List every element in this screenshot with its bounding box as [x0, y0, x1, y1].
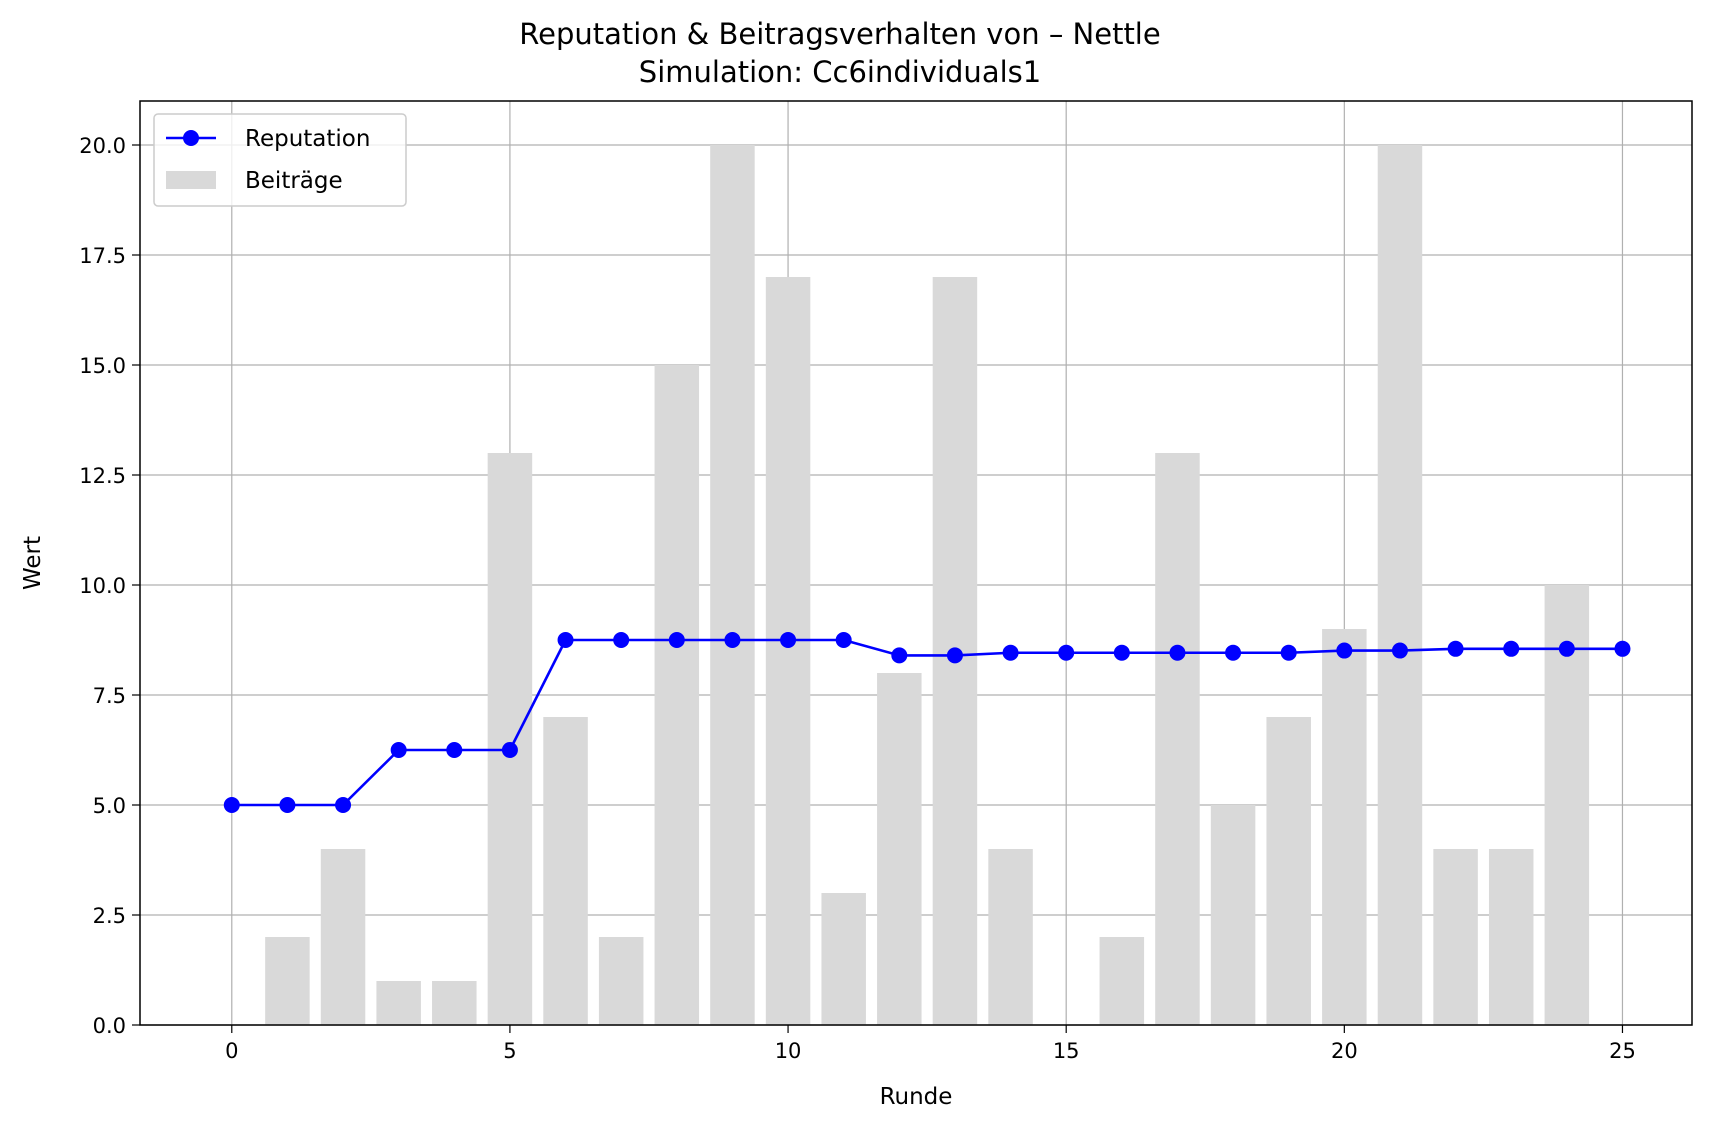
bar-beitraege-16 [1099, 937, 1145, 1025]
bar-beitraege-23 [1488, 849, 1534, 1025]
bar-beitraege-20 [1322, 629, 1367, 1025]
y-tick-label: 20.0 [79, 134, 126, 158]
reputation-point-2 [335, 797, 352, 813]
reputation-point-25 [1614, 640, 1631, 657]
y-tick-label: 7.5 [93, 684, 126, 708]
reputation-point-6 [557, 632, 574, 648]
chart-subtitle: Simulation: Cc6individuals1 [639, 55, 1041, 89]
y-tick-label: 0.0 [93, 1014, 126, 1038]
bar-beitraege-4 [432, 981, 477, 1025]
x-tick-label: 20 [1331, 1039, 1358, 1063]
plot-frame [139, 100, 1693, 1026]
y-tick-label: 12.5 [79, 464, 126, 488]
reputation-point-1 [279, 797, 296, 813]
reputation-point-0 [223, 797, 240, 813]
reputation-point-5 [501, 742, 518, 758]
reputation-point-3 [390, 742, 407, 758]
reputation-point-16 [1113, 644, 1130, 661]
bar-beitraege-17 [1155, 453, 1200, 1025]
reputation-point-19 [1280, 644, 1297, 661]
bar-beitraege-14 [988, 849, 1033, 1025]
reputation-point-9 [724, 632, 741, 648]
reputation-point-12 [891, 647, 908, 664]
y-tick-label: 10.0 [79, 574, 126, 598]
reputation-point-22 [1447, 640, 1464, 657]
bar-beitraege-10 [765, 277, 811, 1025]
legend-marker-swatch [183, 130, 199, 146]
reputation-point-8 [668, 632, 685, 648]
y-tick-label: 2.5 [93, 904, 126, 928]
bar-beitraege-12 [877, 673, 922, 1025]
reputation-point-20 [1336, 642, 1353, 659]
legend: Reputation Beiträge [153, 113, 407, 207]
y-tick-label: 17.5 [79, 244, 126, 268]
reputation-series [223, 632, 1631, 813]
reputation-point-23 [1503, 640, 1520, 657]
reputation-point-7 [613, 632, 630, 648]
bar-beitraege-5 [487, 453, 533, 1025]
bar-beitraege-24 [1544, 585, 1590, 1025]
chart-title: Reputation & Beitragsverhalten von – Net… [519, 17, 1160, 51]
bar-beitraege-18 [1210, 805, 1256, 1025]
bar-beitraege-19 [1266, 717, 1311, 1025]
x-tick-label: 5 [503, 1039, 516, 1063]
reputation-point-24 [1558, 640, 1575, 657]
legend-label-reputation: Reputation [245, 126, 370, 152]
x-tick-label: 15 [1053, 1039, 1080, 1063]
legend-bar-swatch [166, 171, 216, 189]
x-tick-label: 10 [775, 1039, 802, 1063]
bar-beitraege-1 [265, 937, 310, 1025]
bar-beitraege-9 [710, 145, 755, 1025]
bar-beitraege-3 [376, 981, 421, 1025]
reputation-point-4 [446, 742, 463, 758]
bar-beitraege-11 [821, 893, 866, 1025]
contribution-bars [265, 145, 1590, 1025]
reputation-line [231, 638, 1623, 807]
reputation-point-18 [1225, 644, 1242, 661]
x-axis-label: Runde [880, 1084, 953, 1110]
bar-beitraege-6 [543, 717, 588, 1025]
bar-beitraege-22 [1433, 849, 1478, 1025]
x-tick-label: 25 [1609, 1039, 1636, 1063]
legend-box [153, 113, 407, 207]
axis-ticks: 0 5 10 15 20 25 0.0 2.5 5.0 7.5 10.0 12.5 15.0 17.5 20… [79, 134, 1636, 1063]
reputation-point-10 [780, 632, 797, 648]
reputation-point-11 [835, 632, 852, 648]
bar-beitraege-8 [654, 365, 700, 1025]
reputation-point-15 [1058, 644, 1075, 661]
legend-label-beitraege: Beiträge [245, 168, 343, 194]
reputation-point-21 [1391, 642, 1408, 659]
bar-beitraege-21 [1377, 145, 1423, 1025]
reputation-point-13 [946, 647, 963, 664]
x-tick-label: 0 [225, 1039, 238, 1063]
bar-beitraege-2 [320, 849, 366, 1025]
reputation-point-14 [1002, 644, 1019, 661]
y-tick-label: 15.0 [79, 354, 126, 378]
y-tick-label: 5.0 [93, 794, 126, 818]
reputation-point-17 [1169, 644, 1186, 661]
bar-beitraege-7 [598, 937, 644, 1025]
y-axis-label: Wert [20, 536, 46, 590]
